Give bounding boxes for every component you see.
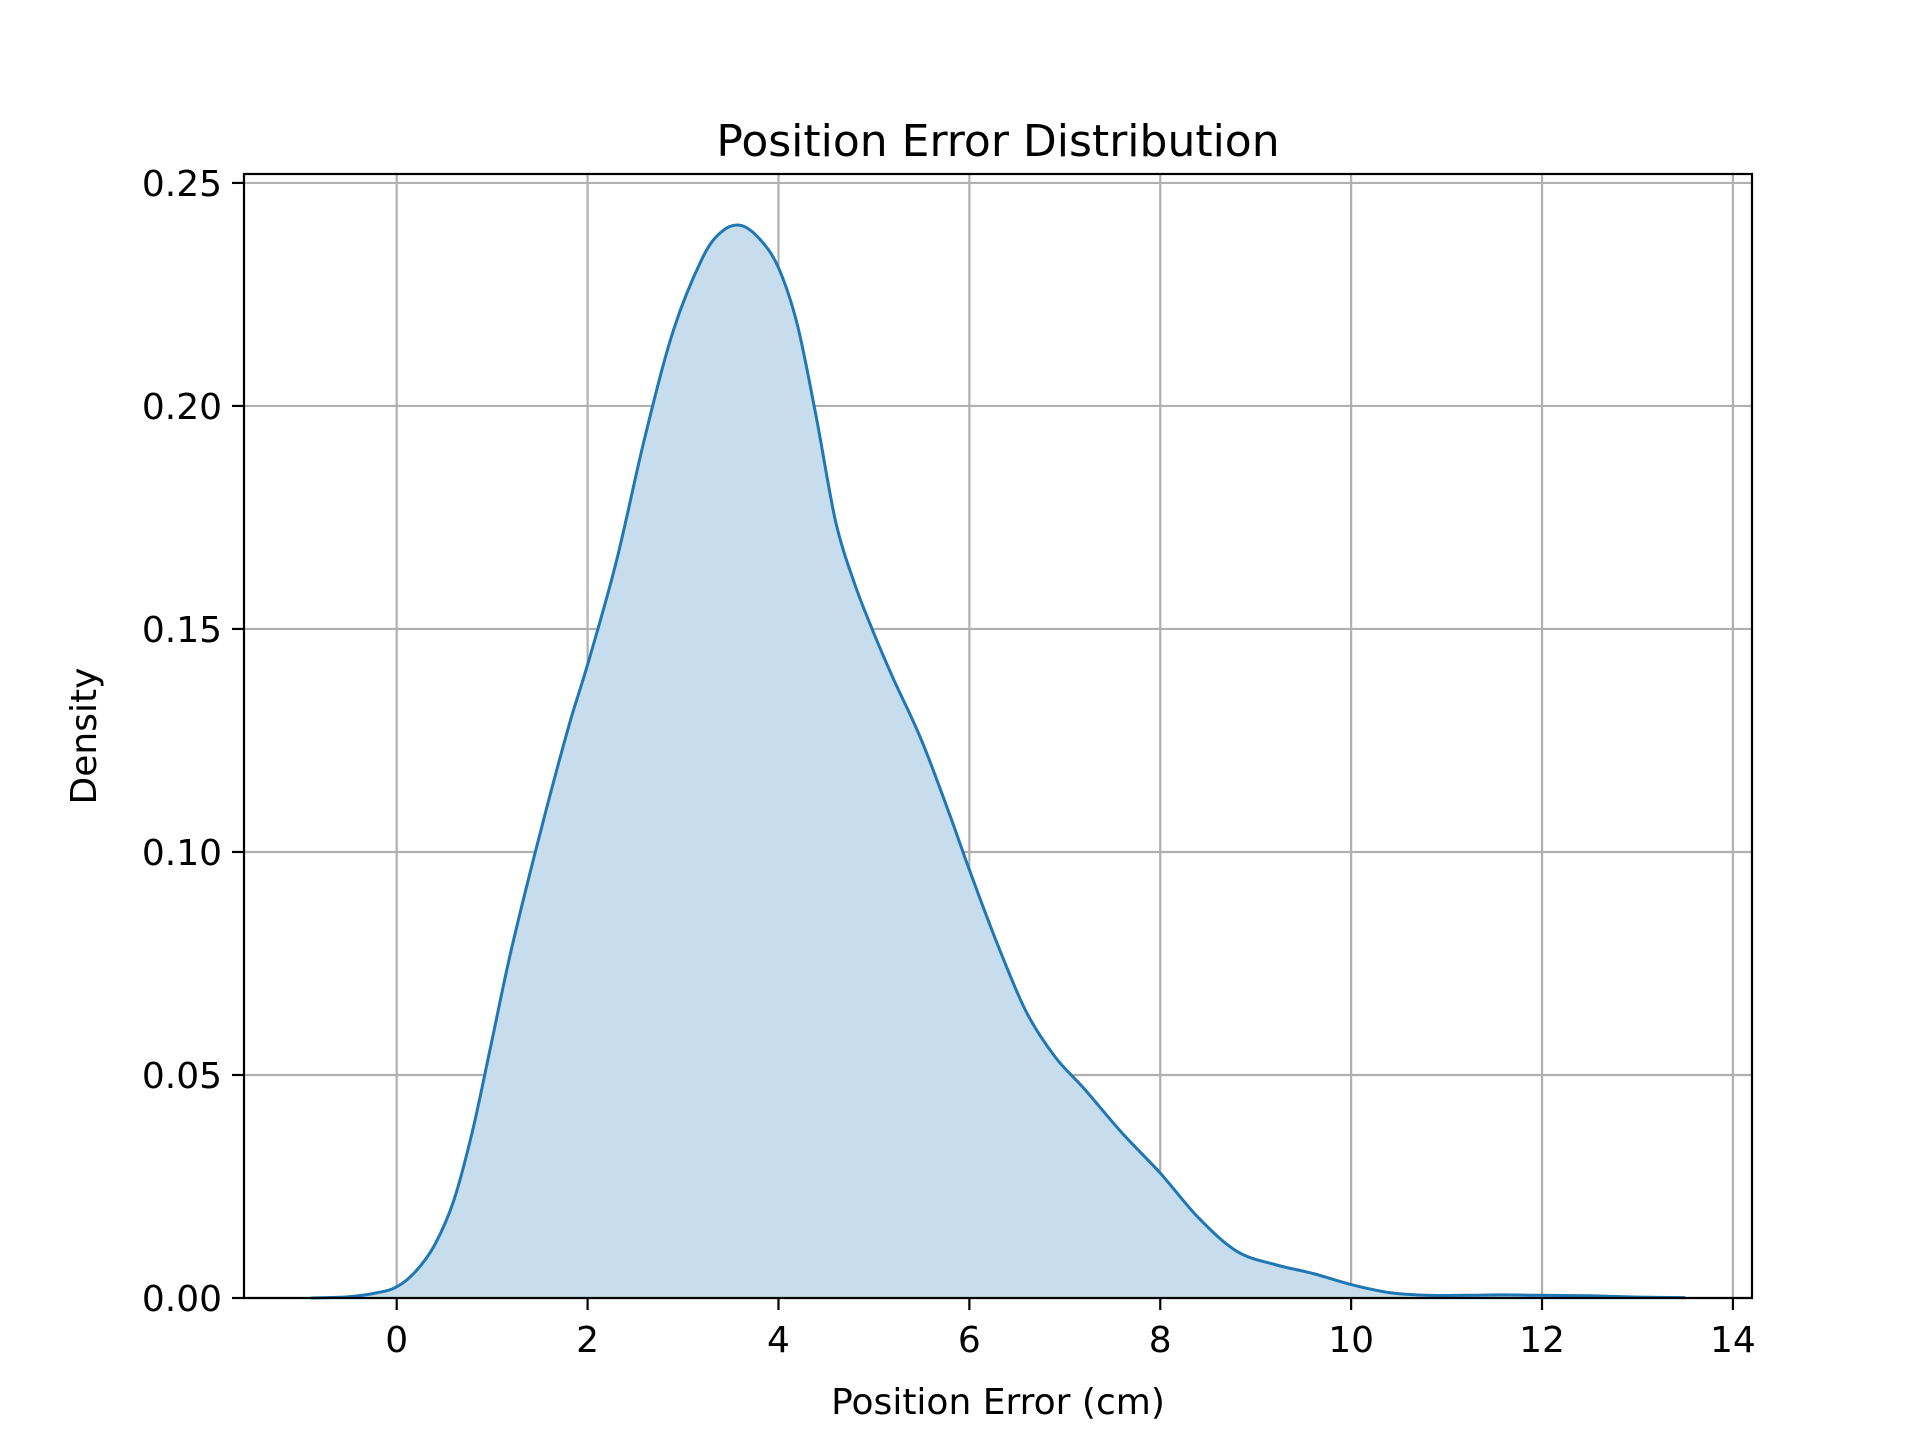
x-tick-label: 4: [767, 1320, 790, 1361]
density-line: [310, 223, 1686, 1300]
x-axis-label: Position Error (cm): [831, 1382, 1165, 1423]
x-tick-label: 12: [1519, 1320, 1565, 1361]
chart-title: Position Error Distribution: [716, 116, 1279, 167]
density-area-fill: [310, 225, 1686, 1298]
y-axis: 0.00 0.05 0.10 0.15 0.20 0.25: [142, 164, 244, 1320]
x-tick-label: 8: [1149, 1320, 1172, 1361]
x-tick-label: 10: [1328, 1320, 1374, 1361]
y-tick-label: 0.05: [142, 1056, 222, 1097]
x-tick-label: 14: [1710, 1320, 1756, 1361]
x-tick-label: 6: [958, 1320, 981, 1361]
y-tick-label: 0.25: [142, 164, 222, 205]
x-axis: 0 2 4 6 8 10 12 14: [385, 1298, 1756, 1361]
y-tick-label: 0.10: [142, 833, 222, 874]
y-axis-label: Density: [64, 668, 105, 805]
y-tick-label: 0.20: [142, 387, 222, 428]
x-tick-label: 2: [576, 1320, 599, 1361]
y-tick-label: 0.00: [142, 1279, 222, 1320]
x-tick-label: 0: [385, 1320, 408, 1361]
y-tick-label: 0.15: [142, 610, 222, 651]
plot-frame: [242, 172, 1754, 1300]
